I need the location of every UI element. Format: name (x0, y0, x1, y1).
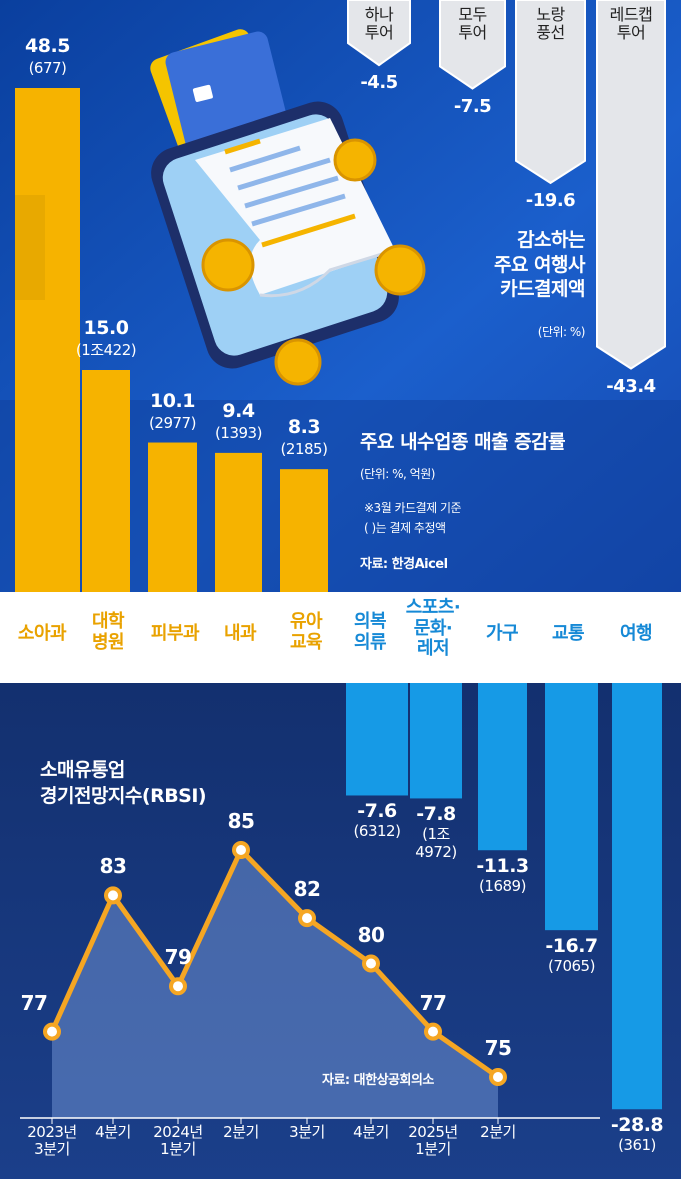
amount-label: (7065) (548, 957, 595, 976)
bar (280, 469, 328, 592)
point-label: 83 (99, 854, 127, 879)
point-label: 82 (293, 877, 321, 902)
bar (15, 88, 80, 592)
point-label: 85 (227, 809, 255, 833)
x-tick-label: 4분기 (95, 1123, 131, 1141)
area (52, 850, 498, 1118)
point-label: 79 (164, 945, 192, 970)
arrow-bar (439, 0, 506, 90)
illustration (150, 29, 426, 386)
value-label: -16.7 (545, 935, 598, 958)
x-tick-label: 2023년 3분기 (27, 1123, 77, 1159)
category-label: 가구 (485, 623, 519, 644)
value-label: 48.5 (25, 35, 70, 57)
bar (478, 683, 527, 851)
arrow-value-label: -4.5 (360, 72, 398, 94)
point-label: 77 (20, 990, 48, 1015)
point (362, 954, 380, 973)
point (424, 1022, 442, 1041)
bar (215, 452, 262, 592)
arrow-category-label: 하나 투어 (364, 5, 394, 43)
category-label: 스포츠· 문화· 레저 (405, 597, 461, 660)
bar (82, 370, 130, 592)
arrow-chart-unit: (단위: %) (537, 325, 586, 339)
amount-label: (2185) (280, 440, 328, 459)
value-label: 9.4 (222, 399, 255, 422)
bar-chart-source: 자료: 한경Aicel (360, 557, 448, 572)
amount-label: (2977) (149, 413, 196, 432)
point-label: 75 (484, 1036, 512, 1060)
value-label: -28.8 (610, 1114, 664, 1137)
amount-label: (677) (28, 59, 67, 77)
amount-label: (1조422) (75, 341, 137, 359)
arrow-value-label: -19.6 (525, 189, 576, 211)
category-label: 여행 (619, 623, 653, 644)
x-tick-label: 2024년 1분기 (153, 1123, 203, 1159)
category-label: 피부과 (150, 623, 200, 644)
point-label: 80 (357, 922, 385, 947)
bar (148, 442, 197, 592)
arrow-bar (515, 0, 586, 185)
arrow-value-label: -43.4 (606, 375, 656, 397)
point (489, 1068, 507, 1086)
category-label: 내과 (223, 623, 257, 644)
point (232, 841, 250, 859)
category-label: 의복 의류 (353, 611, 387, 653)
point (298, 909, 316, 928)
positive-bars (15, 88, 328, 592)
bar (346, 683, 408, 796)
x-tick-label: 4분기 (353, 1123, 389, 1141)
amount-label: (1393) (215, 423, 262, 442)
x-tick-label: 2분기 (223, 1123, 259, 1141)
value-label: 10.1 (150, 389, 195, 412)
bar-chart-note: ※3월 카드결제 기준 (364, 501, 462, 515)
bar (545, 683, 598, 931)
bar-fold (15, 195, 45, 300)
x-tick-label: 3분기 (289, 1123, 325, 1141)
category-label: 소아과 (17, 623, 67, 644)
x-tick-label: 2025년 1분기 (408, 1123, 458, 1159)
bar (612, 683, 662, 1110)
bar-chart-title: 주요 내수업종 매출 증감률 (360, 431, 566, 453)
x-tick-label: 2분기 (480, 1123, 516, 1141)
value-label: -7.6 (357, 800, 397, 823)
arrow-value-label: -7.5 (453, 95, 492, 117)
arrow-category-label: 모두 투어 (458, 5, 487, 43)
arrow-bar (596, 0, 666, 370)
value-label: -7.8 (416, 803, 456, 826)
category-label: 유아 교육 (289, 611, 323, 653)
amount-label: (361) (618, 1136, 656, 1155)
value-label: 8.3 (287, 416, 321, 439)
amount-label: (6312) (353, 822, 401, 841)
arrow-category-label: 레드캡 투어 (609, 5, 653, 43)
bar (410, 683, 462, 799)
line-chart-source: 자료: 대한상공회의소 (322, 1073, 434, 1088)
arrow-chart-title: 감소하는 주요 여행사 카드결제액 (493, 229, 586, 301)
category-label: 대학 병원 (91, 611, 125, 653)
arrow-bar (347, 0, 411, 67)
arrow-category-label: 노랑 풍선 (536, 5, 565, 43)
point-label: 77 (419, 990, 447, 1015)
point (104, 886, 122, 905)
point (169, 977, 187, 996)
category-strip (0, 592, 681, 683)
bar-chart-unit: (단위: %, 억원) (360, 467, 435, 481)
category-label: 교통 (551, 623, 585, 644)
amount-label: (1689) (479, 877, 526, 896)
amount-label: (1조 4972) (415, 825, 457, 861)
line-chart-title: 소매유통업 경기전망지수(RBSI) (40, 759, 207, 807)
line (49, 847, 500, 1080)
value-label: 15.0 (83, 317, 129, 339)
bar-chart-note: ( )는 결제 추정액 (364, 521, 446, 535)
value-label: -11.3 (476, 855, 529, 878)
point (43, 1022, 61, 1041)
